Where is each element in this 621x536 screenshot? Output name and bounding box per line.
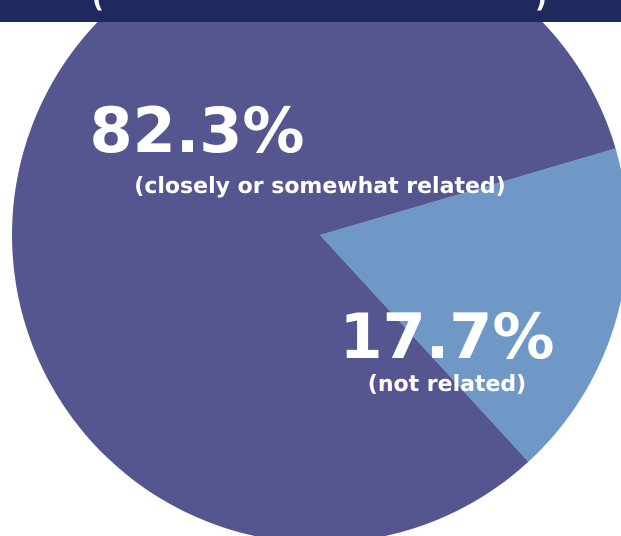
pie-slice-closely-or-somewhat-related [12, 0, 616, 536]
slice-category-label-related: (closely or somewhat related) [134, 174, 505, 199]
slice-value-label-related: 82.3% [89, 94, 304, 167]
title-bar: ( ) [0, 0, 621, 22]
title-left-paren: ( [92, 0, 104, 12]
slice-category-label-not-related: (not related) [368, 372, 526, 397]
slice-value-label-not-related: 17.7% [339, 300, 554, 373]
pie-slice-not-related [320, 148, 621, 462]
title-right-paren: ) [535, 0, 547, 12]
